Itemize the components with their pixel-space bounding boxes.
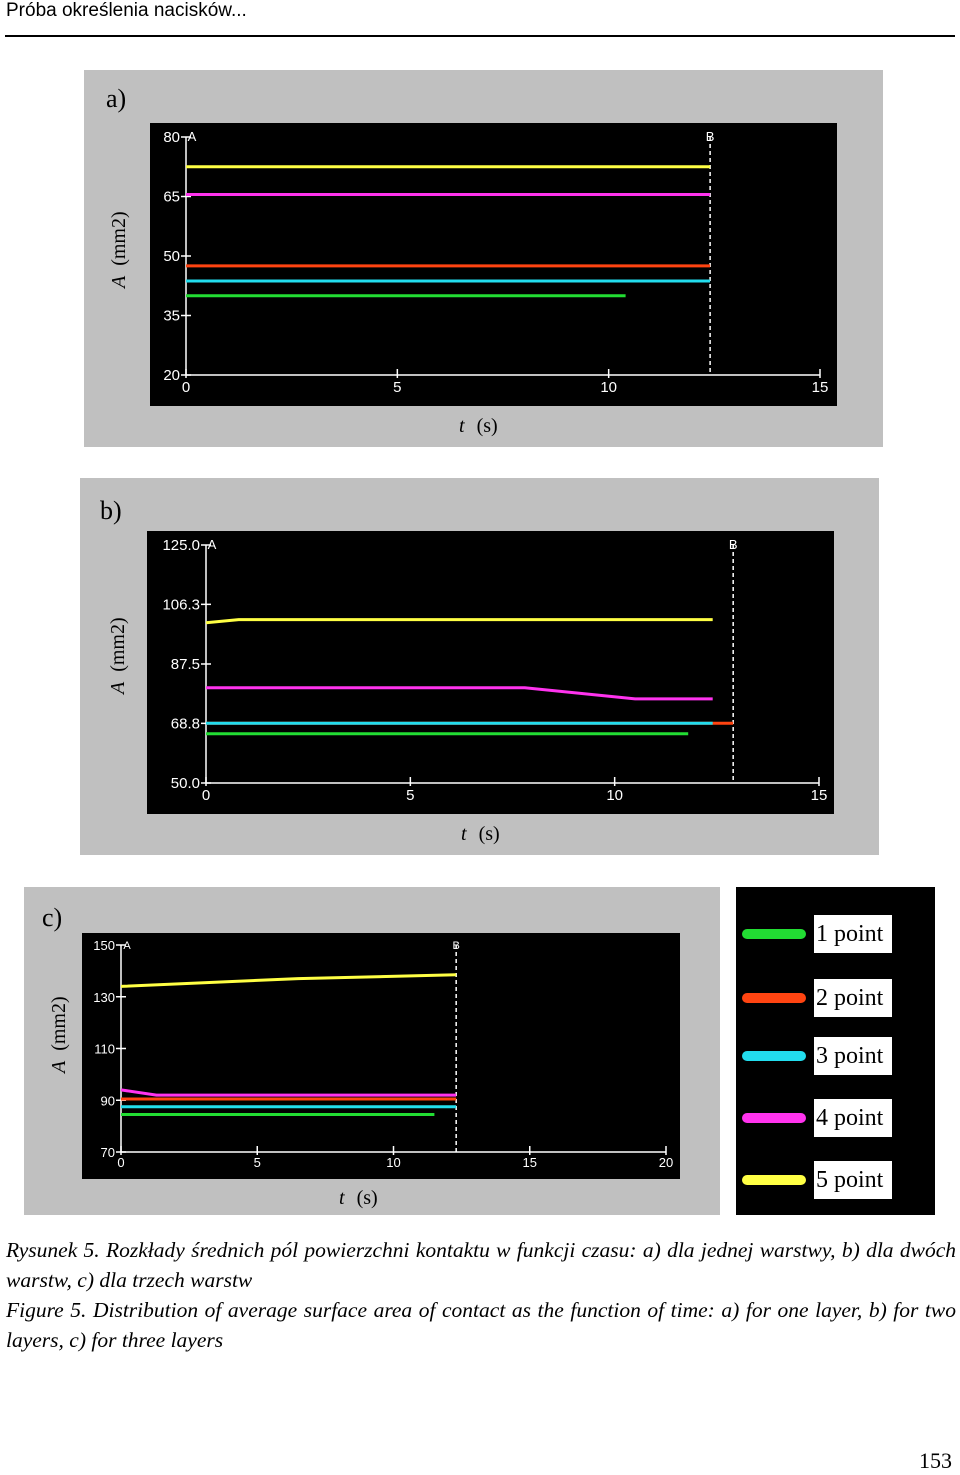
x-tick-label: 0: [202, 787, 210, 804]
header-rule: [5, 35, 955, 37]
marker-label: B: [453, 940, 460, 952]
x-tick-label: 5: [254, 1155, 261, 1170]
legend-swatch: [742, 1113, 806, 1123]
legend: 1 point 2 point 3 point 4 point 5 point: [736, 887, 935, 1215]
legend-item: 1 point: [736, 915, 935, 955]
y-tick-label: 90: [101, 1093, 115, 1108]
y-tick-label: 80: [163, 129, 180, 146]
chart-plot-b: 50.0 68.8 87.5 106.3 125.0 0 5 10 15 A B: [147, 531, 834, 814]
chart-svg: 50.0 68.8 87.5 106.3 125.0 0 5 10 15 A B: [162, 537, 828, 804]
panel-label-a: a): [106, 84, 127, 113]
x-tick-label: 10: [386, 1155, 400, 1170]
panel-label-c: c): [42, 903, 63, 932]
y-tick-label: 70: [101, 1145, 115, 1160]
marker-label: B: [729, 537, 738, 552]
series-line: [120, 1088, 457, 1097]
x-tick-label: 10: [600, 379, 617, 396]
legend-swatch: [742, 1175, 806, 1185]
y-axis-label-c: A(mm2): [48, 996, 70, 1073]
x-tick-label: 15: [523, 1155, 537, 1170]
y-tick-label: 65: [163, 189, 180, 206]
y-axis-label-a: A(mm2): [108, 211, 130, 288]
y-tick-label: 130: [93, 990, 115, 1005]
series-line: [120, 973, 457, 988]
panel-c: c) A(mm2) 70 90 110 130 150 0 5 10 15 20 A B t (s): [24, 887, 720, 1215]
running-title: Próba określenia nacisków...: [6, 0, 247, 21]
chart-plot-c: 70 90 110 130 150 0 5 10 15 20 A B: [82, 933, 680, 1179]
x-tick-label: 10: [606, 787, 623, 804]
legend-label: 1 point: [814, 915, 892, 953]
y-tick-label: 35: [163, 308, 180, 325]
legend-label: 4 point: [814, 1099, 892, 1137]
figure-caption: Rysunek 5. Rozkłady średnich pól powierz…: [6, 1235, 956, 1355]
series-line: [205, 618, 713, 625]
y-tick-label: 125.0: [162, 537, 200, 554]
y-axis-label-b: A(mm2): [107, 617, 129, 694]
caption-polish: Rysunek 5. Rozkłady średnich pól powierz…: [6, 1238, 956, 1292]
marker-label: A: [208, 537, 217, 552]
x-tick-label: 0: [117, 1155, 124, 1170]
legend-label: 2 point: [814, 979, 892, 1017]
legend-item: 3 point: [736, 1037, 935, 1077]
legend-swatch: [742, 929, 806, 939]
legend-item: 2 point: [736, 979, 935, 1019]
x-tick-label: 15: [812, 379, 829, 396]
page-number: 153: [919, 1448, 952, 1473]
x-axis-label-a: t (s): [459, 415, 498, 437]
legend-label: 5 point: [814, 1161, 892, 1199]
chart-svg: 70 90 110 130 150 0 5 10 15 20 A B: [93, 938, 673, 1170]
chart-svg: 20 35 50 65 80 0 5 10 15 A B: [163, 129, 829, 396]
chart-plot-a: 20 35 50 65 80 0 5 10 15 A B: [150, 123, 837, 406]
y-tick-label: 20: [163, 367, 180, 384]
caption-english: Figure 5. Distribution of average surfac…: [6, 1298, 956, 1352]
marker-label: B: [706, 129, 715, 144]
x-tick-label: 15: [811, 787, 828, 804]
y-tick-label: 106.3: [162, 596, 200, 613]
x-tick-label: 5: [393, 379, 401, 396]
y-tick-label: 50: [163, 248, 180, 265]
x-axis-label-b: t (s): [461, 823, 500, 845]
x-axis-label-c: t (s): [339, 1187, 378, 1209]
y-tick-label: 50.0: [171, 775, 200, 792]
x-tick-label: 20: [659, 1155, 673, 1170]
legend-item: 5 point: [736, 1161, 935, 1201]
y-tick-label: 87.5: [171, 656, 200, 673]
y-tick-label: 110: [94, 1042, 115, 1057]
y-tick-label: 150: [93, 938, 115, 953]
legend-label: 3 point: [814, 1037, 892, 1075]
legend-swatch: [742, 993, 806, 1003]
y-tick-label: 68.8: [171, 715, 200, 732]
panel-label-b: b): [100, 496, 122, 525]
panel-b: b) A(mm2) 50.0 68.8 87.5 106.3 125.0 0 5 10 15 A B…: [80, 478, 879, 855]
x-tick-label: 0: [182, 379, 190, 396]
legend-swatch: [742, 1051, 806, 1061]
marker-label: A: [123, 940, 131, 952]
panel-a: a) A(mm2) 20 35 50 65 80 0 5 10 15 A B t (s): [84, 70, 883, 447]
marker-label: A: [188, 129, 197, 144]
series-line: [206, 686, 713, 701]
legend-item: 4 point: [736, 1099, 935, 1139]
x-tick-label: 5: [406, 787, 414, 804]
